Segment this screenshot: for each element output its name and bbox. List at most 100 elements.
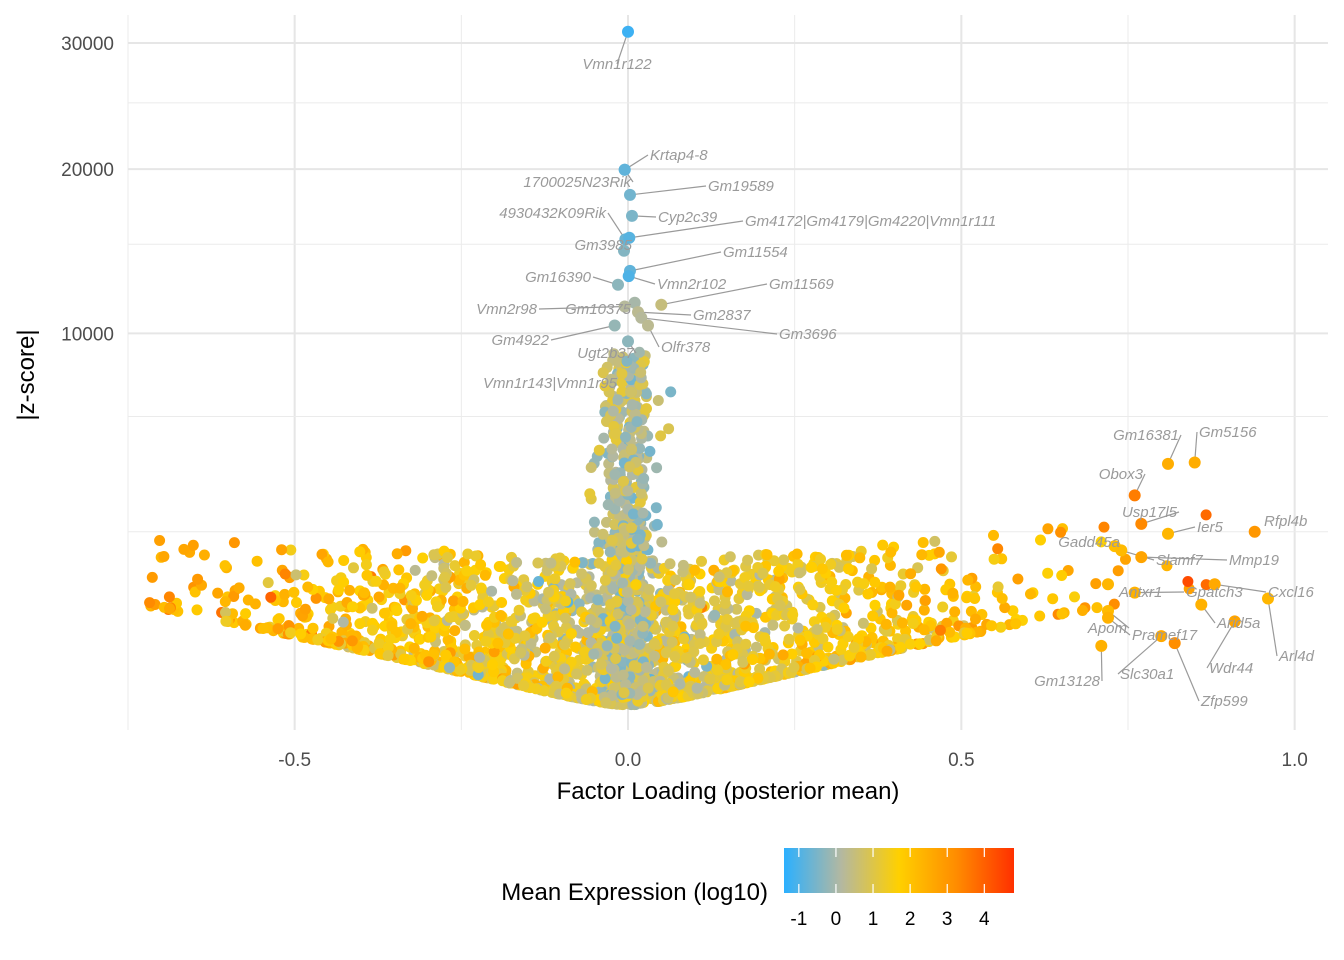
- data-point: [638, 473, 650, 484]
- data-point: [1047, 593, 1059, 605]
- data-point: [473, 662, 485, 673]
- data-point: [694, 629, 706, 641]
- data-point: [929, 535, 941, 547]
- data-point: [323, 593, 335, 605]
- data-point: [348, 562, 359, 574]
- data-point: [999, 602, 1011, 614]
- data-point: [154, 535, 166, 546]
- data-point: [610, 559, 622, 571]
- data-point: [428, 615, 440, 627]
- labeled-data-point: [1162, 457, 1174, 470]
- data-point: [988, 553, 1000, 565]
- color-legend: Mean Expression (log10) -1 0 1 2 3 4: [501, 848, 1014, 930]
- data-point: [548, 650, 560, 662]
- data-point: [474, 599, 486, 611]
- gene-label: Obox3: [1099, 466, 1144, 483]
- data-point: [584, 488, 596, 500]
- data-point: [645, 557, 657, 569]
- data-point: [905, 568, 917, 580]
- data-point: [937, 601, 949, 613]
- data-point: [1200, 509, 1212, 521]
- gene-label: Gm19589: [708, 178, 775, 195]
- data-point: [279, 568, 291, 580]
- data-point: [518, 680, 530, 692]
- data-point: [405, 618, 417, 630]
- data-point: [869, 554, 881, 566]
- data-point: [462, 548, 474, 560]
- data-point: [641, 403, 652, 415]
- data-point: [432, 601, 443, 613]
- data-point: [480, 636, 492, 647]
- data-point: [361, 569, 373, 581]
- data-point: [257, 623, 269, 634]
- gene-label: Gm3985: [574, 237, 632, 254]
- data-point: [465, 579, 477, 591]
- data-point: [652, 395, 664, 406]
- data-point: [949, 606, 961, 618]
- data-point: [475, 559, 487, 571]
- data-point: [276, 544, 288, 556]
- data-point: [667, 686, 679, 698]
- data-point: [779, 620, 791, 632]
- data-point: [610, 653, 622, 665]
- data-point: [312, 634, 324, 646]
- data-point: [1056, 570, 1068, 581]
- data-point: [444, 611, 456, 623]
- labeled-data-point: [1095, 639, 1108, 652]
- data-point: [595, 658, 607, 670]
- data-point: [696, 618, 708, 630]
- data-point: [650, 502, 662, 514]
- data-point: [585, 462, 597, 473]
- labeled-data-point: [1135, 551, 1148, 564]
- data-point: [685, 591, 697, 603]
- data-point: [713, 628, 725, 640]
- data-point: [631, 416, 643, 428]
- data-point: [855, 651, 867, 663]
- labeled-data-point: [1208, 578, 1221, 591]
- data-point: [635, 487, 647, 499]
- data-point: [986, 620, 998, 632]
- labeled-data-point: [1195, 598, 1208, 611]
- data-point: [630, 596, 642, 608]
- y-tick-label: 30000: [61, 34, 114, 55]
- data-point: [609, 620, 621, 632]
- data-point: [777, 649, 789, 661]
- data-point: [620, 679, 632, 690]
- gene-label: Gm10375: [565, 301, 632, 318]
- data-point: [619, 644, 630, 656]
- data-point: [740, 638, 752, 650]
- gene-label: Gm5156: [1199, 424, 1257, 441]
- data-point: [552, 671, 564, 683]
- data-point: [622, 595, 634, 607]
- labeled-data-point: [618, 163, 631, 176]
- data-point: [655, 596, 667, 608]
- data-point: [513, 604, 525, 616]
- data-point: [769, 581, 781, 593]
- data-point: [333, 584, 345, 596]
- gene-label: 4930432K09Rik: [499, 205, 607, 222]
- legend-title: Mean Expression (log10): [501, 879, 768, 906]
- data-point: [704, 673, 716, 685]
- data-point: [739, 572, 751, 583]
- labeled-data-point: [1128, 586, 1141, 599]
- data-point: [1077, 605, 1088, 616]
- data-point: [378, 566, 390, 578]
- data-point: [694, 586, 706, 597]
- data-point: [598, 432, 610, 444]
- labeled-data-point: [626, 209, 638, 222]
- data-point: [502, 628, 514, 640]
- data-point: [262, 577, 274, 589]
- data-point: [604, 546, 616, 558]
- data-point: [407, 603, 418, 615]
- data-point: [279, 588, 291, 600]
- data-point: [386, 620, 398, 632]
- point-cloud: [144, 346, 1212, 711]
- data-point: [1090, 578, 1102, 590]
- data-point: [560, 687, 572, 699]
- data-point: [688, 646, 700, 658]
- data-point: [607, 405, 619, 417]
- data-point: [962, 574, 974, 586]
- gene-label: Arid5a: [1216, 615, 1260, 632]
- data-point: [907, 618, 919, 629]
- data-point: [449, 560, 461, 572]
